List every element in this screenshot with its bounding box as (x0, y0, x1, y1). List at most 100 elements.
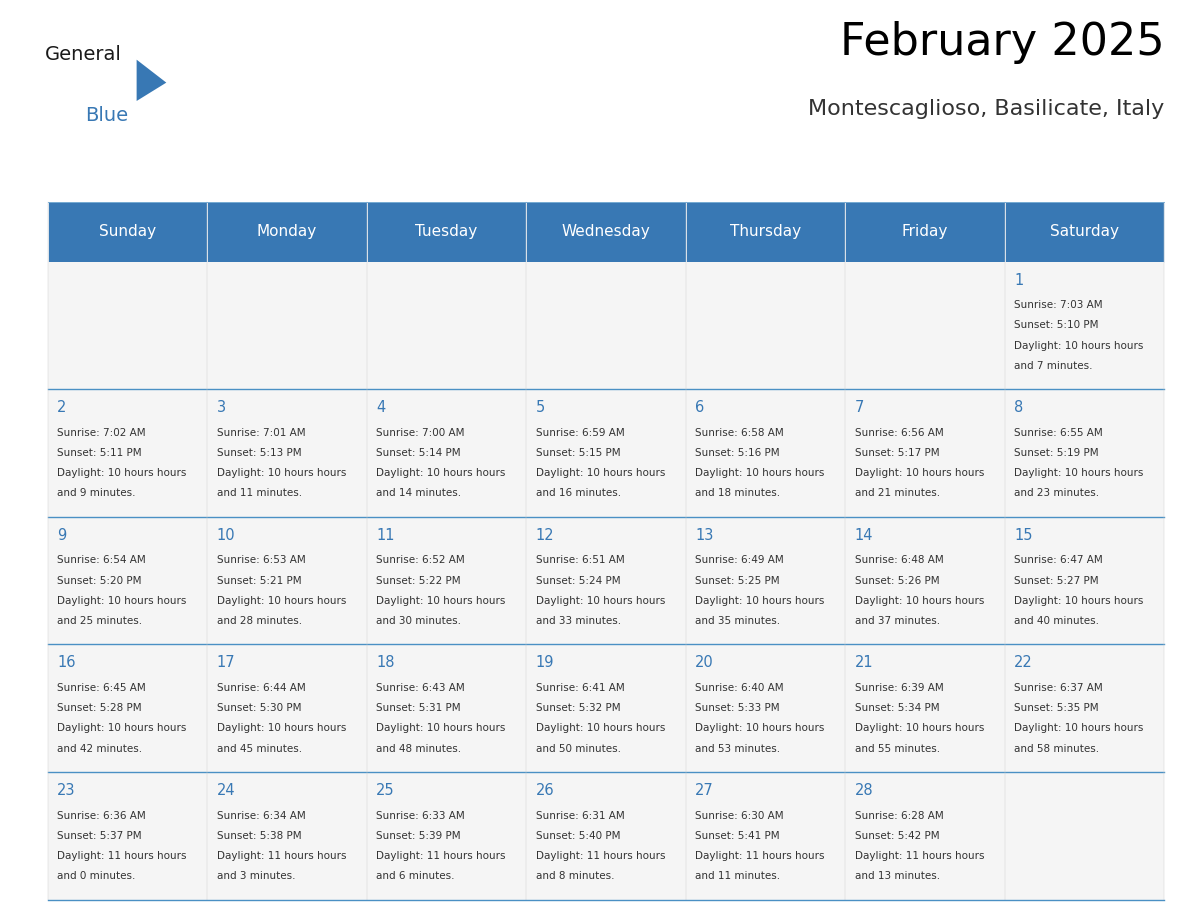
Text: Sunrise: 6:53 AM: Sunrise: 6:53 AM (216, 555, 305, 565)
Text: 11: 11 (377, 528, 394, 543)
Text: and 16 minutes.: and 16 minutes. (536, 488, 621, 498)
Text: 9: 9 (57, 528, 67, 543)
Bar (845, 202, 1005, 262)
Text: Daylight: 10 hours hours: Daylight: 10 hours hours (695, 723, 824, 733)
Text: Daylight: 11 hours hours: Daylight: 11 hours hours (695, 851, 824, 861)
Text: Daylight: 10 hours hours: Daylight: 10 hours hours (536, 596, 665, 606)
Text: 28: 28 (854, 783, 873, 798)
Text: Sunrise: 6:33 AM: Sunrise: 6:33 AM (377, 811, 465, 821)
Text: 25: 25 (377, 783, 394, 798)
Text: Tuesday: Tuesday (416, 224, 478, 240)
Text: and 50 minutes.: and 50 minutes. (536, 744, 620, 754)
Bar (685, 202, 845, 262)
Text: Friday: Friday (902, 224, 948, 240)
Text: Sunday: Sunday (99, 224, 156, 240)
Text: Sunrise: 6:45 AM: Sunrise: 6:45 AM (57, 683, 146, 693)
Text: and 8 minutes.: and 8 minutes. (536, 871, 614, 881)
Text: Sunset: 5:11 PM: Sunset: 5:11 PM (57, 448, 141, 458)
Text: and 40 minutes.: and 40 minutes. (1015, 616, 1099, 626)
Text: Sunrise: 6:41 AM: Sunrise: 6:41 AM (536, 683, 625, 693)
Text: 10: 10 (216, 528, 235, 543)
Text: and 33 minutes.: and 33 minutes. (536, 616, 621, 626)
Text: Daylight: 11 hours hours: Daylight: 11 hours hours (57, 851, 187, 861)
Text: and 7 minutes.: and 7 minutes. (1015, 361, 1093, 371)
Text: 23: 23 (57, 783, 76, 798)
Text: Sunrise: 6:51 AM: Sunrise: 6:51 AM (536, 555, 625, 565)
Text: Sunrise: 6:52 AM: Sunrise: 6:52 AM (377, 555, 465, 565)
Text: 5: 5 (536, 400, 545, 415)
Text: Daylight: 11 hours hours: Daylight: 11 hours hours (216, 851, 346, 861)
Text: Sunset: 5:21 PM: Sunset: 5:21 PM (216, 576, 302, 586)
Text: Sunrise: 6:28 AM: Sunrise: 6:28 AM (854, 811, 943, 821)
Text: and 35 minutes.: and 35 minutes. (695, 616, 781, 626)
Text: and 11 minutes.: and 11 minutes. (695, 871, 781, 881)
Bar (1005, 202, 1164, 262)
Text: Wednesday: Wednesday (562, 224, 650, 240)
Text: Sunrise: 7:00 AM: Sunrise: 7:00 AM (377, 428, 465, 438)
Text: Daylight: 10 hours hours: Daylight: 10 hours hours (1015, 468, 1144, 478)
Text: Daylight: 11 hours hours: Daylight: 11 hours hours (377, 851, 506, 861)
Text: Sunset: 5:28 PM: Sunset: 5:28 PM (57, 703, 141, 713)
Text: Sunrise: 6:55 AM: Sunrise: 6:55 AM (1015, 428, 1102, 438)
Text: 15: 15 (1015, 528, 1032, 543)
Text: and 6 minutes.: and 6 minutes. (377, 871, 455, 881)
Text: Sunrise: 6:49 AM: Sunrise: 6:49 AM (695, 555, 784, 565)
Text: 22: 22 (1015, 655, 1032, 670)
Text: Sunset: 5:15 PM: Sunset: 5:15 PM (536, 448, 620, 458)
Bar (48, 202, 207, 262)
Text: Sunrise: 6:31 AM: Sunrise: 6:31 AM (536, 811, 625, 821)
Text: and 37 minutes.: and 37 minutes. (854, 616, 940, 626)
Text: 18: 18 (377, 655, 394, 670)
Text: and 11 minutes.: and 11 minutes. (216, 488, 302, 498)
Text: Sunset: 5:38 PM: Sunset: 5:38 PM (216, 831, 302, 841)
Text: Montescaglioso, Basilicate, Italy: Montescaglioso, Basilicate, Italy (808, 99, 1164, 119)
Text: and 25 minutes.: and 25 minutes. (57, 616, 143, 626)
Text: Daylight: 10 hours hours: Daylight: 10 hours hours (536, 723, 665, 733)
Text: Daylight: 10 hours hours: Daylight: 10 hours hours (1015, 723, 1144, 733)
Text: Sunrise: 6:43 AM: Sunrise: 6:43 AM (377, 683, 465, 693)
Text: Sunset: 5:17 PM: Sunset: 5:17 PM (854, 448, 940, 458)
Text: and 58 minutes.: and 58 minutes. (1015, 744, 1099, 754)
Text: Daylight: 10 hours hours: Daylight: 10 hours hours (216, 468, 346, 478)
Text: Sunrise: 6:40 AM: Sunrise: 6:40 AM (695, 683, 784, 693)
Text: and 28 minutes.: and 28 minutes. (216, 616, 302, 626)
Text: and 0 minutes.: and 0 minutes. (57, 871, 135, 881)
Text: Daylight: 10 hours hours: Daylight: 10 hours hours (57, 723, 187, 733)
Text: Sunset: 5:26 PM: Sunset: 5:26 PM (854, 576, 940, 586)
Text: Daylight: 10 hours hours: Daylight: 10 hours hours (854, 723, 984, 733)
Text: and 9 minutes.: and 9 minutes. (57, 488, 135, 498)
Text: 27: 27 (695, 783, 714, 798)
Text: 16: 16 (57, 655, 76, 670)
Text: Sunrise: 6:59 AM: Sunrise: 6:59 AM (536, 428, 625, 438)
Text: Sunrise: 6:47 AM: Sunrise: 6:47 AM (1015, 555, 1102, 565)
Text: Sunset: 5:30 PM: Sunset: 5:30 PM (216, 703, 301, 713)
Text: Daylight: 11 hours hours: Daylight: 11 hours hours (536, 851, 665, 861)
Text: Sunrise: 6:30 AM: Sunrise: 6:30 AM (695, 811, 784, 821)
Text: Sunset: 5:25 PM: Sunset: 5:25 PM (695, 576, 779, 586)
Text: Sunset: 5:31 PM: Sunset: 5:31 PM (377, 703, 461, 713)
Text: Sunset: 5:19 PM: Sunset: 5:19 PM (1015, 448, 1099, 458)
Text: Daylight: 10 hours hours: Daylight: 10 hours hours (536, 468, 665, 478)
Text: 17: 17 (216, 655, 235, 670)
Text: Daylight: 10 hours hours: Daylight: 10 hours hours (854, 468, 984, 478)
Text: Sunset: 5:37 PM: Sunset: 5:37 PM (57, 831, 141, 841)
Text: Daylight: 10 hours hours: Daylight: 10 hours hours (216, 596, 346, 606)
Text: Blue: Blue (86, 106, 128, 125)
Text: Saturday: Saturday (1050, 224, 1119, 240)
Text: Sunrise: 6:37 AM: Sunrise: 6:37 AM (1015, 683, 1102, 693)
Polygon shape (137, 60, 166, 101)
Text: Daylight: 10 hours hours: Daylight: 10 hours hours (57, 468, 187, 478)
Text: 1: 1 (1015, 273, 1024, 287)
Text: Sunset: 5:20 PM: Sunset: 5:20 PM (57, 576, 141, 586)
Text: 2: 2 (57, 400, 67, 415)
Text: Sunset: 5:13 PM: Sunset: 5:13 PM (216, 448, 302, 458)
Text: 13: 13 (695, 528, 714, 543)
Text: Sunrise: 6:36 AM: Sunrise: 6:36 AM (57, 811, 146, 821)
Text: Daylight: 10 hours hours: Daylight: 10 hours hours (1015, 341, 1144, 351)
Text: Sunset: 5:22 PM: Sunset: 5:22 PM (377, 576, 461, 586)
Text: Daylight: 10 hours hours: Daylight: 10 hours hours (854, 596, 984, 606)
Text: and 42 minutes.: and 42 minutes. (57, 744, 143, 754)
Text: Sunset: 5:32 PM: Sunset: 5:32 PM (536, 703, 620, 713)
Text: and 23 minutes.: and 23 minutes. (1015, 488, 1099, 498)
Text: 14: 14 (854, 528, 873, 543)
